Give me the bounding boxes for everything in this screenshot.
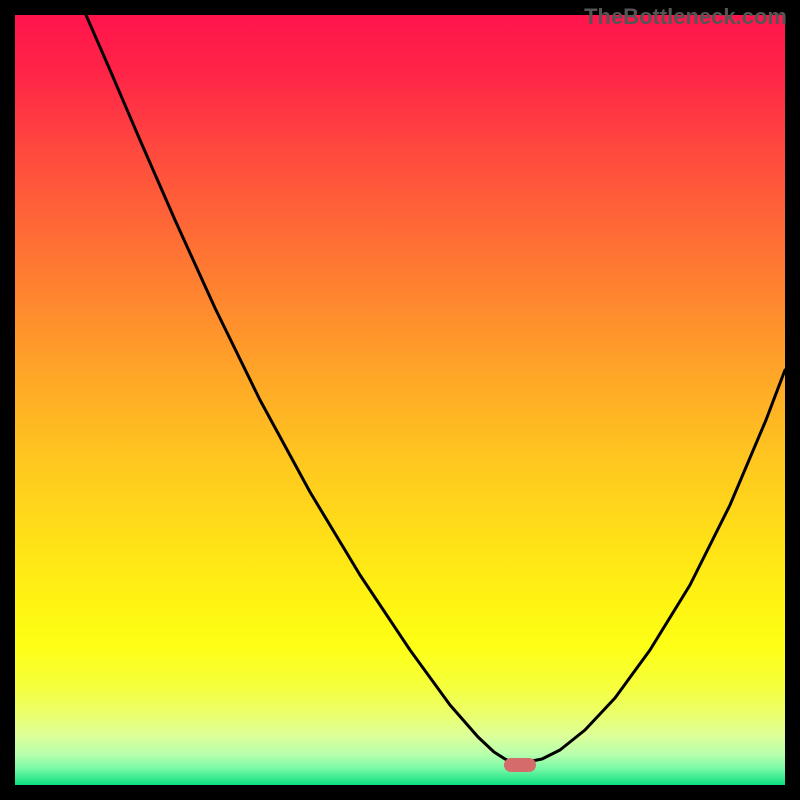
watermark-text: TheBottleneck.com (584, 4, 787, 30)
plot-background (15, 15, 785, 785)
bottleneck-chart: TheBottleneck.com (0, 0, 800, 800)
optimal-marker (504, 758, 536, 772)
watermark-label: TheBottleneck.com (584, 4, 787, 29)
chart-svg (0, 0, 800, 800)
